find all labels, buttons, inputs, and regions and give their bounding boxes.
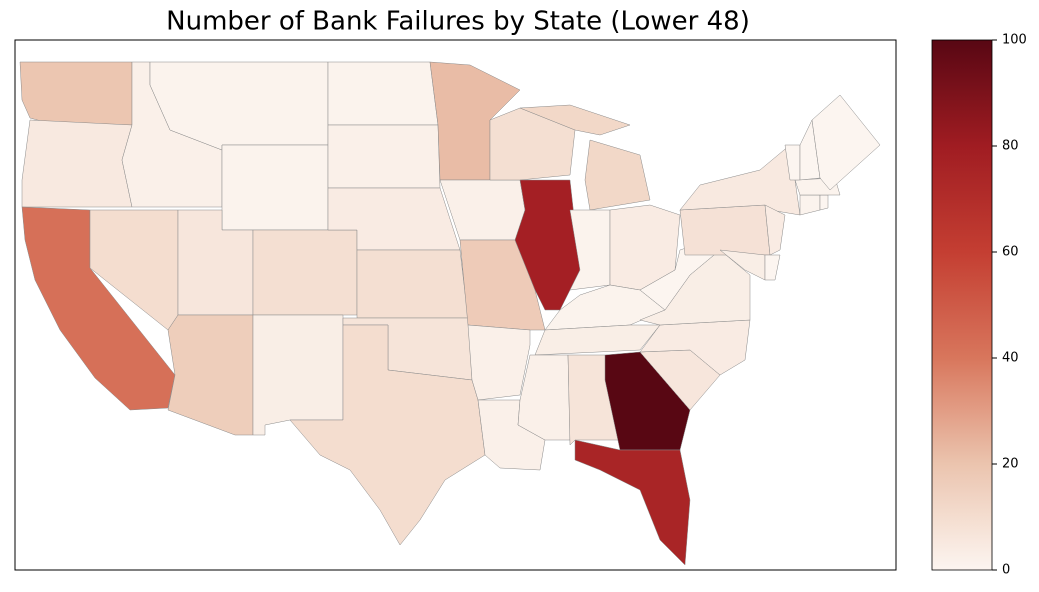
- colorbar-tick-label: 60: [1002, 245, 1019, 260]
- state: [252, 314, 344, 436]
- state: [569, 209, 611, 291]
- state: [467, 324, 531, 401]
- state: [221, 144, 329, 231]
- colorbar-tick-label: 100: [1002, 33, 1027, 48]
- colorbar: [931, 39, 993, 571]
- state: [356, 249, 469, 319]
- state: [289, 324, 486, 546]
- map-title: Number of Bank Failures by State (Lower …: [166, 7, 750, 37]
- state: [584, 139, 651, 211]
- state: [517, 354, 571, 441]
- colorbar-tick-label: 80: [1002, 139, 1019, 154]
- state: [327, 61, 439, 126]
- state: [534, 324, 661, 356]
- state: [19, 61, 133, 126]
- colorbar-tick-label: 0: [1002, 563, 1010, 578]
- state: [819, 194, 829, 211]
- colorbar-tick-label: 40: [1002, 351, 1019, 366]
- state: [519, 104, 631, 136]
- state: [21, 119, 133, 208]
- colorbar-tick-label: 20: [1002, 457, 1019, 472]
- state: [679, 204, 771, 256]
- state: [167, 314, 254, 436]
- state: [799, 194, 821, 216]
- map-frame: [14, 39, 897, 571]
- state: [574, 439, 691, 566]
- state: [327, 124, 441, 189]
- state: [252, 229, 358, 316]
- state: [811, 94, 881, 191]
- state: [764, 204, 786, 256]
- state: [679, 144, 801, 216]
- state: [764, 254, 781, 281]
